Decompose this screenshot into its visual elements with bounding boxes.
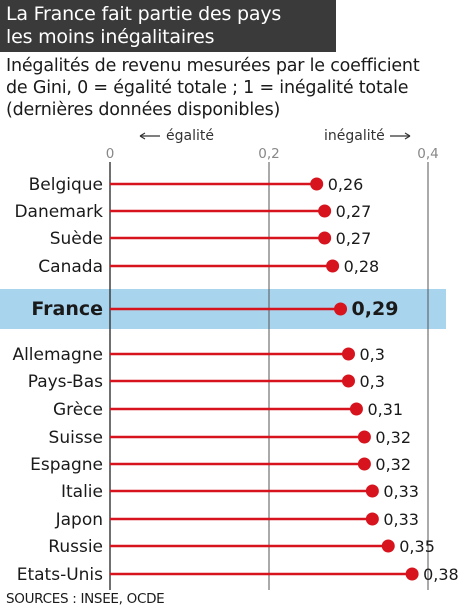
tick-label-1: 0,2 — [258, 146, 279, 162]
point-10 — [365, 484, 379, 498]
point-7 — [349, 402, 363, 416]
arrow-left-icon — [139, 132, 146, 140]
chart-title-line-1: La France fait partie des pays — [6, 3, 282, 25]
point-11 — [365, 512, 379, 526]
point-6 — [342, 374, 355, 388]
subtitle-line-1: Inégalités de revenu mesurées par le coe… — [6, 56, 420, 76]
title-band — [0, 0, 336, 52]
category-label-6: Pays-Bas — [28, 372, 103, 392]
axis-layer: 0 0,2 0,4 égalité inégalité — [106, 128, 439, 162]
value-label-5: 0,3 — [360, 345, 385, 364]
source-note: SOURCES : INSEE, OCDE — [6, 591, 165, 607]
value-label-12: 0,35 — [399, 537, 435, 556]
category-label-5: Allemagne — [12, 345, 103, 365]
value-label-0: 0,26 — [328, 175, 364, 194]
value-label-3: 0,28 — [344, 257, 380, 276]
category-label-3: Canada — [38, 257, 103, 277]
category-label-8: Suisse — [49, 428, 103, 448]
value-label-6: 0,3 — [360, 372, 385, 391]
tick-label-0: 0 — [106, 146, 115, 162]
arrow-right-icon — [404, 132, 411, 140]
point-9 — [357, 457, 371, 471]
point-4 — [334, 302, 348, 316]
point-1 — [318, 204, 332, 218]
value-label-9: 0,32 — [375, 455, 411, 474]
value-label-10: 0,33 — [383, 482, 419, 501]
category-label-13: Etats-Unis — [17, 565, 103, 585]
point-12 — [381, 539, 395, 553]
point-2 — [318, 231, 332, 245]
category-label-0: Belgique — [29, 175, 103, 195]
value-label-11: 0,33 — [383, 510, 419, 529]
category-label-9: Espagne — [30, 455, 103, 475]
tick-label-2: 0,4 — [417, 146, 438, 162]
axis-right-label: inégalité — [324, 128, 385, 144]
value-label-4: 0,29 — [352, 298, 399, 320]
point-5 — [342, 347, 355, 361]
category-label-11: Japon — [55, 510, 103, 530]
subtitle-line-3: (dernières données disponibles) — [6, 100, 281, 120]
category-label-10: Italie — [61, 482, 103, 502]
point-13 — [405, 567, 419, 581]
marks-layer: Belgique 0,26 Danemark 0,27 Suède 0,27 Canada 0… — [12, 175, 458, 585]
point-3 — [326, 259, 340, 273]
category-label-2: Suède — [50, 229, 103, 249]
category-label-4: France — [31, 298, 103, 320]
point-0 — [310, 177, 324, 191]
category-label-12: Russie — [48, 537, 103, 557]
value-label-2: 0,27 — [336, 229, 372, 248]
category-label-1: Danemark — [14, 202, 103, 222]
value-label-1: 0,27 — [336, 202, 372, 221]
axis-left-label: égalité — [166, 128, 214, 144]
value-label-8: 0,32 — [375, 428, 411, 447]
category-label-7: Grèce — [53, 400, 103, 420]
value-label-13: 0,38 — [423, 565, 459, 584]
chart-title-line-2: les moins inégalitaires — [6, 26, 215, 48]
point-8 — [357, 430, 371, 444]
value-label-7: 0,31 — [367, 400, 403, 419]
subtitle-line-2: de Gini, 0 = égalité totale ; 1 = inégal… — [6, 78, 409, 98]
